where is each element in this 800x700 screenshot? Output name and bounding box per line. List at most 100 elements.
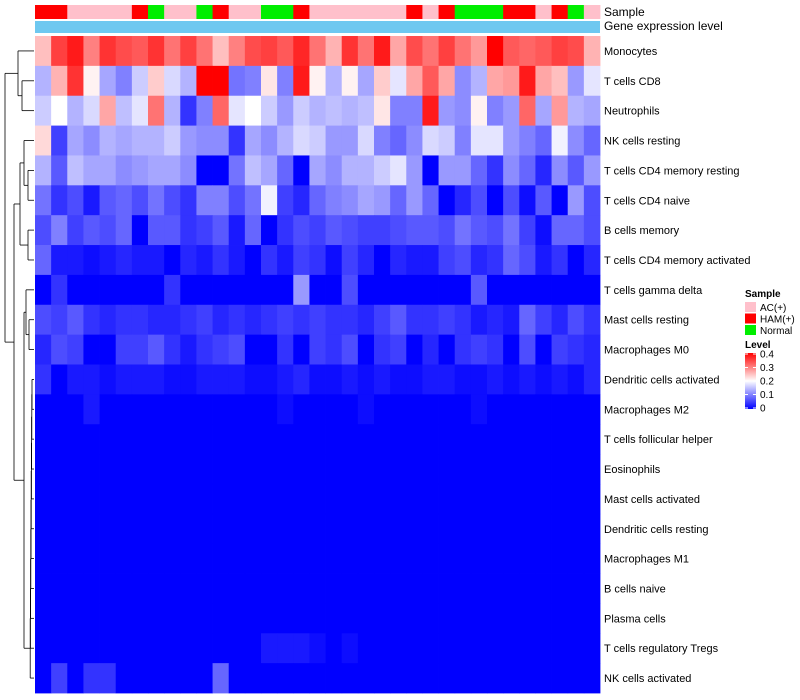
heatmap-cell xyxy=(99,36,117,67)
heatmap-cell xyxy=(212,454,230,485)
heatmap-cell xyxy=(115,185,133,216)
heatmap-cell xyxy=(551,573,569,604)
sample-legend-swatch xyxy=(745,325,756,335)
heatmap-cell xyxy=(406,65,423,97)
heatmap-cell xyxy=(567,36,585,67)
heatmap-cell xyxy=(374,95,391,126)
heatmap-cell xyxy=(503,36,520,67)
heatmap-cell xyxy=(196,245,213,276)
heatmap-cell xyxy=(325,454,343,485)
heatmap-cell xyxy=(470,633,488,664)
heatmap-cell xyxy=(228,95,246,126)
heatmap-cell xyxy=(83,543,100,574)
heatmap-cell xyxy=(261,424,278,455)
heatmap-cell xyxy=(470,364,488,395)
heatmap-cell xyxy=(438,65,456,97)
heatmap-cell xyxy=(438,663,456,694)
heatmap-cell xyxy=(261,483,278,515)
heatmap-cell xyxy=(244,185,262,216)
heatmap-cell xyxy=(374,334,391,365)
heatmap-cell xyxy=(293,394,310,425)
sample-legend-swatch xyxy=(745,313,756,324)
heatmap-cell xyxy=(374,245,391,276)
heatmap-cell xyxy=(261,185,278,216)
sample-annotation-cell xyxy=(422,5,439,19)
heatmap-cell xyxy=(325,215,343,246)
heatmap-cell xyxy=(503,245,520,276)
heatmap-cell xyxy=(277,633,294,664)
heatmap-cell xyxy=(470,245,488,276)
heatmap-cell xyxy=(115,155,133,186)
heatmap-cell xyxy=(583,274,601,306)
heatmap-cell xyxy=(374,215,391,246)
heatmap-cell xyxy=(470,483,488,515)
heatmap-cell xyxy=(309,454,326,485)
level-legend-tick-label: 0.4 xyxy=(760,350,774,361)
heatmap-cell xyxy=(309,274,326,306)
heatmap-cell xyxy=(228,245,246,276)
heatmap-cell xyxy=(148,483,165,515)
heatmap-cell xyxy=(487,334,504,365)
heatmap-cell xyxy=(277,215,294,246)
heatmap-cell xyxy=(454,65,472,97)
heatmap-cell xyxy=(148,185,165,216)
heatmap-cell xyxy=(374,513,391,545)
heatmap-cell xyxy=(341,603,359,634)
heatmap-cell xyxy=(551,394,569,425)
heatmap-cell xyxy=(535,663,552,694)
heatmap-cell xyxy=(583,36,601,67)
heatmap-cell xyxy=(583,454,601,485)
heatmap-cell xyxy=(341,215,359,246)
heatmap-cell xyxy=(325,274,343,306)
heatmap-cell xyxy=(180,274,197,306)
heatmap-cell xyxy=(438,245,456,276)
sample-legend-title: Sample xyxy=(745,289,781,300)
heatmap-cell xyxy=(51,364,68,395)
heatmap-cell xyxy=(309,215,326,246)
heatmap-cell xyxy=(83,185,100,216)
heatmap-cell xyxy=(35,245,52,276)
heatmap-cell xyxy=(277,364,294,395)
heatmap-cell xyxy=(406,155,423,186)
heatmap-cell xyxy=(583,304,601,336)
heatmap-cell xyxy=(470,125,488,156)
heatmap-cell xyxy=(374,364,391,395)
heatmap-cell xyxy=(519,95,536,126)
heatmap-cell xyxy=(212,513,230,545)
heatmap-cell xyxy=(454,454,472,485)
heatmap-cell xyxy=(470,95,488,126)
heatmap-cell xyxy=(390,394,407,425)
heatmap-cell xyxy=(277,155,294,186)
heatmap-cell xyxy=(519,36,536,67)
heatmap-cell xyxy=(487,633,504,664)
heatmap-cell xyxy=(180,424,197,455)
heatmap-cell xyxy=(51,125,68,156)
heatmap-cell xyxy=(67,185,84,216)
heatmap-cell xyxy=(422,95,439,126)
heatmap-cell xyxy=(51,215,68,246)
sample-annotation-cell xyxy=(357,5,375,19)
heatmap-cell xyxy=(67,573,84,604)
heatmap-cell xyxy=(487,603,504,634)
heatmap-cell xyxy=(164,95,181,126)
heatmap-cell xyxy=(261,543,278,574)
heatmap-cell xyxy=(244,573,262,604)
heatmap-cell xyxy=(67,95,84,126)
heatmap-cell xyxy=(228,274,246,306)
heatmap-cell xyxy=(390,215,407,246)
heatmap-cell xyxy=(357,424,375,455)
heatmap-cell xyxy=(51,663,68,694)
heatmap-cell xyxy=(261,215,278,246)
heatmap-cell xyxy=(357,454,375,485)
heatmap-cell xyxy=(99,245,117,276)
heatmap-cell xyxy=(277,36,294,67)
heatmap-cell xyxy=(277,513,294,545)
sample-annotation-cell xyxy=(470,5,488,19)
heatmap-cell xyxy=(83,483,100,515)
heatmap-cell xyxy=(454,274,472,306)
heatmap-cell xyxy=(422,663,439,694)
heatmap-cell xyxy=(148,155,165,186)
heatmap-cell xyxy=(519,364,536,395)
heatmap-cell xyxy=(131,245,149,276)
heatmap-cell xyxy=(406,185,423,216)
